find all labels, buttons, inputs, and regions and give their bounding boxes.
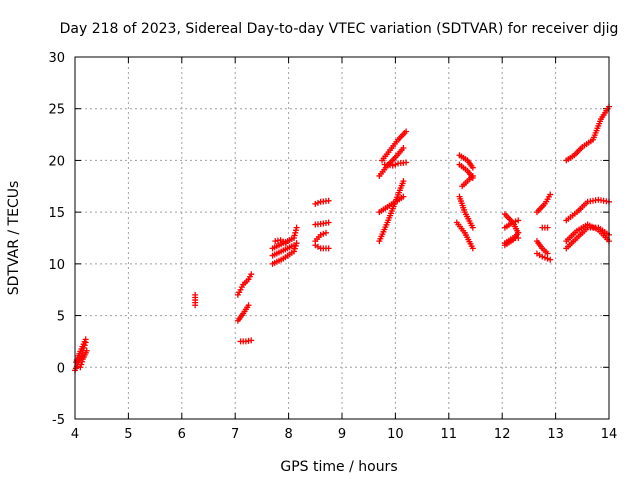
data-point (290, 248, 297, 255)
y-tick-label: 5 (57, 310, 65, 325)
data-point (325, 219, 332, 226)
data-point (400, 145, 407, 152)
data-point (403, 159, 410, 166)
data-point (509, 219, 516, 226)
y-tick-label: 20 (48, 154, 65, 169)
y-tick-label: -5 (52, 413, 65, 428)
data-point (248, 271, 255, 278)
data-point (245, 302, 252, 309)
data-point (79, 358, 86, 365)
x-tick-label: 14 (601, 427, 618, 442)
data-point (389, 162, 396, 169)
data-point (547, 191, 554, 198)
data-point (293, 224, 300, 231)
data-point (192, 291, 199, 298)
data-point (78, 361, 85, 368)
grid-lines (75, 57, 609, 419)
x-tick-labels: 4 5 6 7 8 9 10 11 12 13 14 (71, 427, 617, 442)
data-point (544, 250, 551, 257)
data-point (325, 197, 332, 204)
data-points (72, 103, 612, 374)
data-point (291, 245, 298, 252)
data-point (392, 161, 399, 168)
data-point (83, 347, 90, 354)
data-point (539, 253, 546, 260)
data-point (400, 193, 407, 200)
data-point (469, 245, 476, 252)
y-tick-label: 30 (48, 51, 65, 66)
x-tick-label: 5 (124, 427, 132, 442)
data-point (544, 224, 551, 231)
x-tick-label: 8 (284, 427, 292, 442)
y-tick-labels: -5 0 5 10 15 20 25 30 (48, 51, 65, 428)
y-tick-label: 25 (48, 103, 65, 118)
x-tick-label: 6 (178, 427, 186, 442)
data-point (322, 229, 329, 236)
x-tick-label: 4 (71, 427, 79, 442)
data-point (469, 172, 476, 179)
data-point (469, 164, 476, 171)
data-point (515, 229, 522, 236)
x-tick-label: 13 (547, 427, 564, 442)
plot-frame (74, 56, 610, 420)
data-point (314, 199, 321, 206)
x-tick-label: 10 (387, 427, 404, 442)
data-point (400, 178, 407, 185)
data-point (282, 240, 289, 247)
y-tick-label: 0 (57, 361, 65, 376)
x-tick-label: 11 (441, 427, 458, 442)
data-point (544, 255, 551, 262)
chart-title: Day 218 of 2023, Sidereal Day-to-day VTE… (60, 21, 619, 37)
data-point (312, 200, 319, 207)
data-point (317, 231, 324, 238)
x-axis-title: GPS time / hours (280, 459, 397, 475)
x-tick-label: 7 (231, 427, 239, 442)
data-point (325, 245, 332, 252)
data-point (403, 128, 410, 135)
data-point (469, 224, 476, 231)
data-point (82, 336, 89, 343)
data-point (515, 217, 522, 224)
data-point (248, 337, 255, 344)
y-tick-label: 10 (48, 258, 65, 273)
x-tick-label: 9 (338, 427, 346, 442)
data-point (320, 230, 327, 237)
data-point (77, 364, 84, 371)
x-tick-label: 12 (494, 427, 511, 442)
y-tick-label: 15 (48, 206, 65, 221)
y-axis-title: SDTVAR / TECUs (6, 181, 22, 296)
data-point (512, 218, 519, 225)
data-point (541, 254, 548, 261)
data-point (547, 256, 554, 263)
data-point (290, 242, 297, 249)
